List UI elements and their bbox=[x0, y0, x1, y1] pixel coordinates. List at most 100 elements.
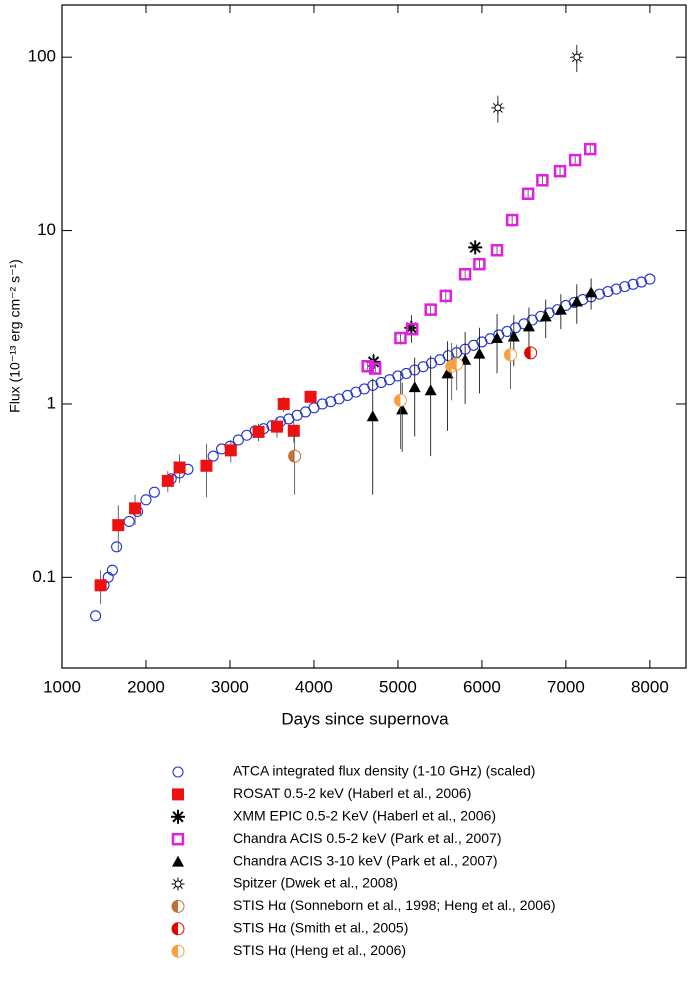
marker-part bbox=[573, 53, 581, 61]
point bbox=[491, 332, 504, 344]
point bbox=[585, 286, 598, 298]
marker-part bbox=[172, 922, 178, 935]
x-tick-label: 6000 bbox=[463, 677, 501, 696]
point bbox=[490, 244, 504, 257]
legend-marker bbox=[171, 944, 185, 958]
marker-part bbox=[568, 153, 582, 167]
marker-part bbox=[123, 515, 135, 528]
legend-label: XMM EPIC 0.5-2 KeV (Haberl et al., 2006) bbox=[233, 808, 496, 824]
point bbox=[112, 519, 125, 532]
point bbox=[140, 494, 152, 506]
legend-label: STIS Hα (Smith et al., 2005) bbox=[233, 920, 408, 936]
marker-part bbox=[287, 424, 300, 437]
marker-part bbox=[106, 564, 118, 576]
legend-marker bbox=[172, 766, 184, 778]
point bbox=[392, 370, 404, 382]
point bbox=[503, 348, 517, 362]
point bbox=[568, 153, 582, 167]
marker-part bbox=[553, 164, 567, 178]
point bbox=[522, 320, 535, 332]
point bbox=[161, 474, 174, 487]
marker-part bbox=[539, 310, 552, 322]
data-layer bbox=[90, 44, 656, 622]
legend-marker bbox=[171, 922, 185, 936]
x-axis-label: Days since supernova bbox=[281, 709, 449, 728]
point bbox=[554, 303, 567, 315]
point bbox=[252, 425, 265, 438]
marker-part bbox=[392, 370, 404, 382]
marker-part bbox=[172, 945, 178, 958]
marker-part bbox=[90, 610, 102, 622]
marker-part bbox=[536, 174, 549, 187]
marker-part bbox=[424, 303, 437, 316]
point bbox=[148, 486, 160, 498]
point bbox=[424, 303, 437, 316]
marker-part bbox=[584, 142, 597, 156]
y-axis-label: Flux (10⁻¹³ erg cm⁻² s⁻¹) bbox=[7, 259, 23, 413]
point bbox=[224, 444, 237, 457]
point bbox=[584, 142, 597, 156]
marker-part bbox=[172, 855, 184, 867]
marker-part bbox=[554, 303, 567, 315]
marker-part bbox=[112, 519, 125, 532]
point bbox=[366, 410, 379, 422]
marker-part bbox=[524, 346, 531, 359]
marker-part bbox=[627, 278, 639, 290]
point bbox=[123, 515, 135, 528]
marker-part bbox=[304, 390, 317, 403]
marker-part bbox=[619, 281, 631, 293]
marker-part bbox=[585, 286, 598, 298]
legend-label: ATCA integrated flux density (1-10 GHz) … bbox=[233, 763, 535, 779]
marker-part bbox=[252, 425, 265, 438]
marker-part bbox=[207, 450, 219, 462]
marker-part bbox=[458, 267, 472, 281]
x-tick-label: 5000 bbox=[379, 677, 417, 696]
point bbox=[627, 278, 639, 290]
point bbox=[539, 310, 552, 322]
marker-part bbox=[578, 52, 582, 56]
legend-marker bbox=[172, 788, 184, 801]
marker-part bbox=[405, 322, 419, 336]
marker-part bbox=[492, 110, 496, 113]
y-tick-label: 100 bbox=[28, 47, 56, 66]
marker-part bbox=[394, 331, 407, 345]
marker-part bbox=[408, 381, 421, 393]
x-tick-label: 4000 bbox=[295, 677, 333, 696]
point bbox=[468, 240, 483, 255]
marker-part bbox=[171, 832, 185, 846]
x-tick-label: 1000 bbox=[43, 677, 81, 696]
marker-part bbox=[369, 362, 382, 375]
marker-part bbox=[172, 766, 184, 778]
marker-part bbox=[172, 900, 178, 913]
point bbox=[441, 367, 454, 379]
point bbox=[524, 346, 538, 360]
point bbox=[473, 347, 486, 359]
point bbox=[393, 393, 407, 407]
marker-part bbox=[173, 886, 176, 889]
point bbox=[619, 281, 631, 293]
marker-part bbox=[232, 434, 244, 446]
x-tick-label: 3000 bbox=[211, 677, 249, 696]
marker-part bbox=[241, 429, 253, 441]
marker-part bbox=[325, 396, 337, 408]
legend-label: Chandra ACIS 0.5-2 keV (Park et al., 200… bbox=[233, 830, 501, 846]
point bbox=[316, 398, 328, 410]
point bbox=[505, 213, 519, 227]
marker-part bbox=[491, 332, 504, 344]
x-tick-label: 8000 bbox=[631, 677, 669, 696]
point bbox=[106, 564, 118, 576]
y-tick-label: 0.1 bbox=[32, 567, 56, 586]
y-tick-label: 1 bbox=[47, 393, 56, 412]
marker-part bbox=[473, 347, 486, 359]
point bbox=[111, 541, 123, 553]
marker-part bbox=[161, 474, 174, 487]
marker-part bbox=[394, 394, 401, 407]
marker-part bbox=[499, 110, 503, 113]
point bbox=[270, 420, 283, 433]
point bbox=[369, 362, 382, 375]
point bbox=[570, 50, 584, 64]
point bbox=[94, 579, 107, 592]
legend-marker bbox=[172, 855, 184, 867]
marker-part bbox=[445, 360, 452, 373]
